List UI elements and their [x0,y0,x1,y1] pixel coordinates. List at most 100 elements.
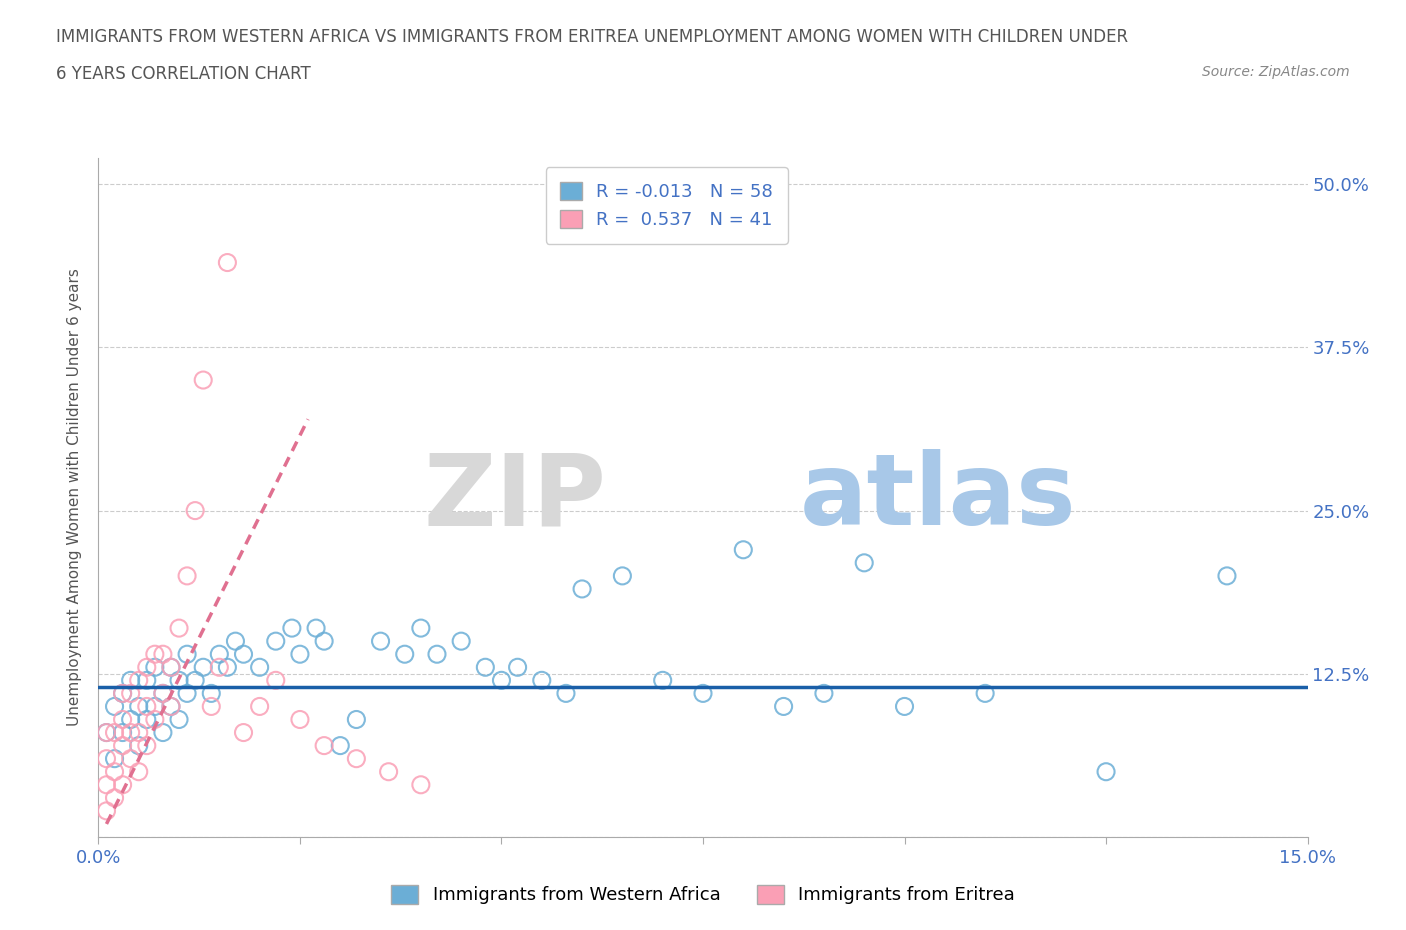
Point [152,686,174,701]
Point [1216,568,1239,583]
Point [370,633,392,648]
Point [232,725,254,740]
Point [160,660,183,675]
Point [217,255,239,270]
Text: Source: ZipAtlas.com: Source: ZipAtlas.com [1202,65,1350,79]
Point [893,699,915,714]
Point [135,699,157,714]
Point [974,686,997,701]
Y-axis label: Unemployment Among Women with Children Under 6 years: Unemployment Among Women with Children U… [67,269,83,726]
Point [128,764,150,779]
Point [111,686,134,701]
Point [193,373,215,388]
Point [377,764,399,779]
Text: IMMIGRANTS FROM WESTERN AFRICA VS IMMIGRANTS FROM ERITREA UNEMPLOYMENT AMONG WOM: IMMIGRANTS FROM WESTERN AFRICA VS IMMIGR… [56,28,1129,46]
Point [120,725,142,740]
Point [450,633,472,648]
Point [288,646,311,661]
Point [128,738,150,753]
Point [103,725,125,740]
Legend: Immigrants from Western Africa, Immigrants from Eritrea: Immigrants from Western Africa, Immigran… [384,878,1022,911]
Point [167,673,190,688]
Point [143,699,166,714]
Point [409,620,432,635]
Point [167,620,190,635]
Point [394,646,416,661]
Point [200,686,222,701]
Point [152,646,174,661]
Point [232,646,254,661]
Legend: R = -0.013   N = 58, R =  0.537   N = 41: R = -0.013 N = 58, R = 0.537 N = 41 [546,167,787,244]
Text: 6 YEARS CORRELATION CHART: 6 YEARS CORRELATION CHART [56,65,311,83]
Point [491,673,513,688]
Point [160,660,183,675]
Point [96,751,118,766]
Point [281,620,304,635]
Point [103,699,125,714]
Point [329,738,352,753]
Point [96,725,118,740]
Point [571,581,593,596]
Point [288,712,311,727]
Point [176,646,198,661]
Point [96,725,118,740]
Text: atlas: atlas [800,449,1077,546]
Point [184,503,207,518]
Point [612,568,634,583]
Point [143,660,166,675]
Point [111,738,134,753]
Point [120,686,142,701]
Point [176,568,198,583]
Point [111,725,134,740]
Point [314,633,336,648]
Point [1095,764,1118,779]
Point [208,660,231,675]
Point [344,712,367,727]
Point [409,777,432,792]
Point [264,633,287,648]
Point [651,673,673,688]
Point [733,542,755,557]
Point [264,673,287,688]
Point [111,686,134,701]
Point [249,660,271,675]
Point [103,790,125,805]
Point [135,673,157,688]
Point [128,725,150,740]
Point [96,804,118,818]
Point [160,699,183,714]
Point [530,673,553,688]
Point [193,660,215,675]
Point [200,699,222,714]
Point [813,686,835,701]
Point [305,620,328,635]
Text: ZIP: ZIP [423,449,606,546]
Point [152,686,174,701]
Point [135,712,157,727]
Point [103,764,125,779]
Point [184,673,207,688]
Point [692,686,714,701]
Point [120,751,142,766]
Point [853,555,876,570]
Point [103,751,125,766]
Point [111,777,134,792]
Point [176,686,198,701]
Point [111,712,134,727]
Point [128,673,150,688]
Point [314,738,336,753]
Point [217,660,239,675]
Point [135,660,157,675]
Point [160,699,183,714]
Point [426,646,449,661]
Point [128,699,150,714]
Point [135,738,157,753]
Point [152,725,174,740]
Point [474,660,496,675]
Point [167,712,190,727]
Point [120,712,142,727]
Point [143,712,166,727]
Point [344,751,367,766]
Point [555,686,578,701]
Point [96,777,118,792]
